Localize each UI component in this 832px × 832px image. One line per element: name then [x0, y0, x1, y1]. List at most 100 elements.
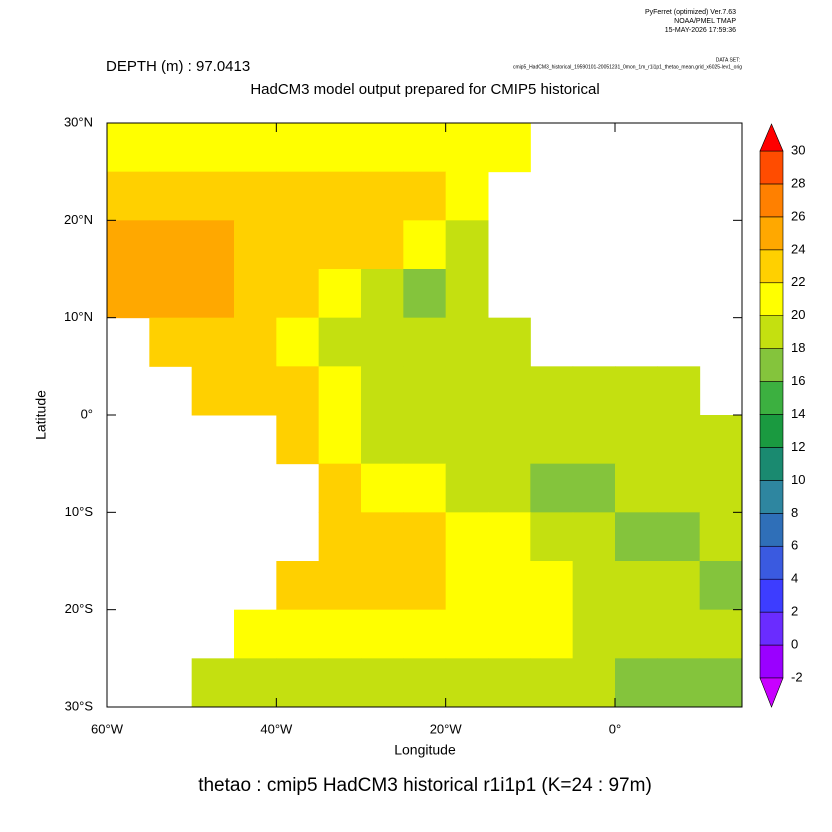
- cell: [276, 561, 320, 611]
- cell: [488, 317, 531, 367]
- cell: [361, 171, 404, 221]
- cell: [572, 366, 616, 416]
- cell: [191, 171, 235, 221]
- colorbar-box: [759, 216, 784, 251]
- cell: [107, 123, 150, 173]
- cell: [361, 123, 404, 173]
- cell: [657, 366, 701, 416]
- cell: [488, 512, 531, 562]
- cell: [276, 317, 320, 367]
- cell: [234, 220, 277, 270]
- cell: [361, 317, 404, 367]
- cell: [361, 609, 404, 659]
- cell: [615, 366, 658, 416]
- colorbar-box: [759, 414, 784, 448]
- cell: [530, 609, 574, 659]
- colorbar-box: [759, 183, 784, 218]
- cell: [107, 269, 150, 319]
- cell: [318, 415, 362, 465]
- colorbar-label: 20: [791, 307, 805, 322]
- x-tick-label: 40°W: [260, 721, 293, 736]
- cell: [488, 658, 531, 708]
- cell: [615, 658, 658, 708]
- cell: [234, 658, 277, 708]
- cell: [403, 561, 447, 611]
- cell: [191, 317, 235, 367]
- cell: [361, 512, 404, 562]
- cell: [403, 123, 447, 173]
- colorbar-label: 0: [791, 637, 798, 652]
- cell: [318, 609, 362, 659]
- colorbar-label: 12: [791, 439, 805, 454]
- cell: [530, 658, 574, 708]
- cell: [149, 269, 193, 319]
- cell: [107, 220, 150, 270]
- colorbar-box: [759, 545, 784, 580]
- colorbar-box: [759, 513, 784, 547]
- cell: [445, 269, 489, 319]
- colorbar-label: 2: [791, 604, 798, 619]
- colorbar-box: [759, 150, 784, 185]
- cell: [445, 220, 489, 270]
- cell: [403, 317, 447, 367]
- y-tick-label: 30°S: [65, 698, 94, 713]
- cell: [445, 415, 489, 465]
- cell: [403, 512, 447, 562]
- cell: [191, 269, 235, 319]
- cell: [572, 512, 616, 562]
- cell: [107, 171, 150, 221]
- depth-label: DEPTH (m) : 97.0413: [106, 58, 250, 75]
- cell: [361, 220, 404, 270]
- colorbar-label: 22: [791, 274, 805, 289]
- cell: [191, 366, 235, 416]
- cell: [276, 609, 320, 659]
- cell: [572, 561, 616, 611]
- cell: [445, 658, 489, 708]
- cell: [615, 512, 658, 562]
- cell: [191, 658, 235, 708]
- cell: [318, 123, 362, 173]
- colorbar-label: 24: [791, 241, 805, 256]
- cell: [445, 366, 489, 416]
- cell: [191, 123, 235, 173]
- cell: [615, 415, 658, 465]
- colorbar-label: 28: [791, 175, 805, 190]
- chart-title: HadCM3 model output prepared for CMIP5 h…: [250, 81, 599, 98]
- cell: [234, 123, 277, 173]
- colorbar-box: [759, 480, 784, 514]
- x-tick-label: 60°W: [91, 721, 124, 736]
- cell: [361, 366, 404, 416]
- cell: [361, 561, 404, 611]
- cell: [234, 317, 277, 367]
- org: NOAA/PMEL TMAP: [674, 18, 736, 25]
- cell: [318, 317, 362, 367]
- cell: [445, 512, 489, 562]
- colorbar-label: 14: [791, 406, 805, 421]
- cell: [403, 658, 447, 708]
- cell: [657, 463, 701, 513]
- cell: [572, 463, 616, 513]
- cell: [234, 366, 277, 416]
- colorbar-label: 26: [791, 208, 805, 223]
- cell: [149, 123, 193, 173]
- cell: [488, 415, 531, 465]
- cell: [149, 317, 193, 367]
- cell: [234, 269, 277, 319]
- cell: [445, 171, 489, 221]
- colorbar-label: 6: [791, 538, 798, 553]
- cell: [403, 220, 447, 270]
- y-tick-label: 30°N: [64, 114, 93, 129]
- cell: [234, 171, 277, 221]
- x-tick-label: 0°: [609, 721, 621, 736]
- cell: [276, 171, 320, 221]
- colorbar-label: -2: [791, 669, 803, 684]
- x-axis-label: Longitude: [394, 742, 456, 758]
- y-tick-label: 20°N: [64, 212, 93, 227]
- footer: thetao : cmip5 HadCM3 historical r1i1p1 …: [198, 775, 652, 796]
- cell: [657, 512, 701, 562]
- cell: [318, 463, 362, 513]
- cell: [488, 366, 531, 416]
- colorbar-label: 10: [791, 472, 805, 487]
- colorbar-label: 18: [791, 340, 805, 355]
